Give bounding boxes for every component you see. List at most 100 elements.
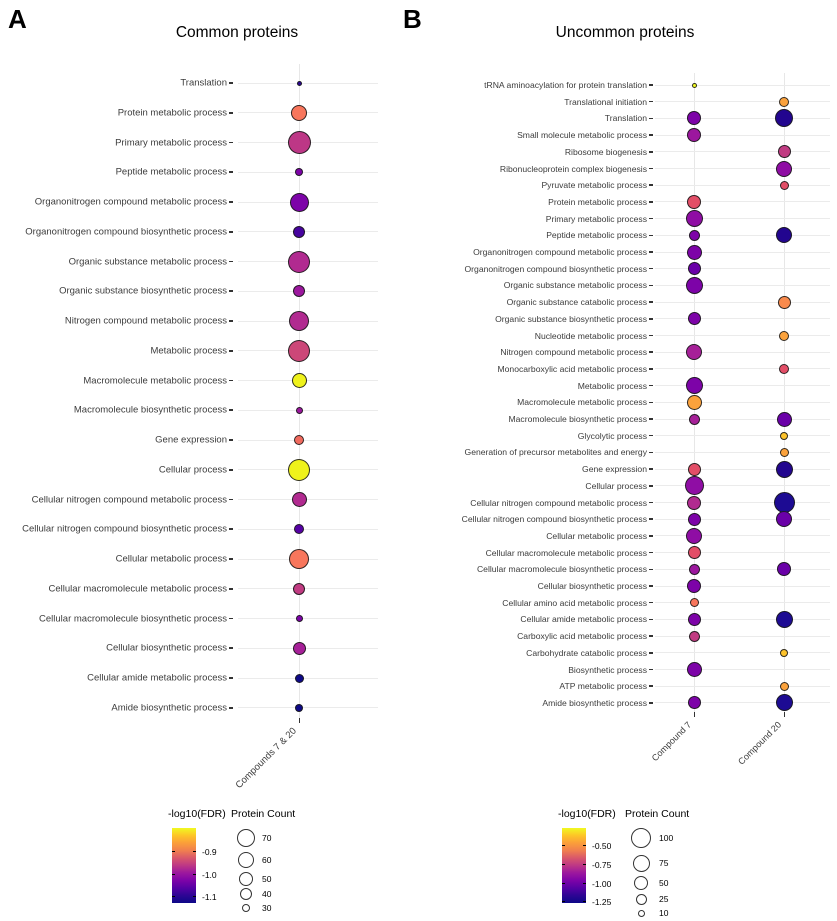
- data-point: [687, 612, 701, 626]
- data-point: [776, 511, 792, 528]
- go-term-label: Primary metabolic process: [545, 213, 647, 224]
- go-term-label: Nucleotide metabolic process: [534, 330, 647, 341]
- size-legend-circle: [637, 909, 645, 917]
- data-point: [776, 227, 792, 244]
- y-axis-tick: [649, 702, 653, 704]
- x-axis-tick: [693, 712, 695, 717]
- row-gridline: [655, 401, 830, 403]
- size-legend-value: 50: [262, 874, 272, 884]
- data-point: [686, 344, 702, 361]
- y-axis-tick: [649, 485, 653, 487]
- y-axis-tick: [649, 351, 653, 353]
- data-point: [777, 145, 791, 159]
- row-gridline: [238, 618, 378, 619]
- data-point: [780, 648, 788, 657]
- data-point: [777, 562, 791, 577]
- data-point: [775, 610, 793, 628]
- go-term-label: Amide biosynthetic process: [111, 702, 227, 714]
- row-gridline: [238, 171, 378, 173]
- y-axis-tick: [649, 635, 653, 637]
- row-gridline: [655, 535, 830, 537]
- colorbar-tick: [172, 874, 175, 875]
- column-gridline: [783, 73, 785, 712]
- row-gridline: [238, 82, 378, 84]
- data-point: [293, 582, 305, 595]
- y-axis-tick: [649, 184, 653, 186]
- y-axis-tick: [229, 439, 233, 441]
- row-gridline: [655, 234, 830, 236]
- size-legend-circle: [238, 852, 254, 868]
- row-gridline: [655, 335, 830, 336]
- size-legend-circle: [635, 893, 647, 905]
- row-gridline: [238, 588, 378, 590]
- colorbar: [562, 828, 586, 903]
- data-point: [687, 579, 701, 593]
- go-term-label: Protein metabolic process: [548, 196, 647, 207]
- y-axis-tick: [649, 685, 653, 687]
- data-point: [687, 495, 701, 510]
- go-term-label: Organic substance metabolic process: [68, 256, 227, 267]
- data-point: [779, 180, 789, 190]
- y-axis-tick: [229, 587, 233, 590]
- row-gridline: [655, 84, 830, 86]
- row-gridline: [238, 499, 378, 500]
- go-term-label: Cellular nitrogen compound biosynthetic …: [461, 514, 647, 525]
- go-term-label: Organic substance biosynthetic process: [59, 285, 227, 297]
- row-gridline: [655, 702, 830, 704]
- go-term-label: Ribonucleoprotein complex biogenesis: [499, 163, 647, 174]
- y-axis-tick: [649, 267, 653, 270]
- y-axis-tick: [229, 82, 233, 84]
- row-gridline: [655, 301, 830, 303]
- go-term-label: Small molecule metabolic process: [517, 130, 647, 141]
- y-axis-tick: [229, 677, 233, 679]
- go-term-label: Organic substance metabolic process: [503, 280, 647, 291]
- go-term-label: Carboxylic acid metabolic process: [517, 631, 647, 642]
- y-axis-tick: [229, 498, 233, 501]
- size-legend-circle: [634, 876, 648, 890]
- go-term-label: Pyruvate metabolic process: [541, 180, 647, 191]
- colorbar-tick-label: -0.75: [592, 859, 612, 870]
- data-point: [293, 285, 305, 298]
- panel-b-label: B: [403, 4, 422, 34]
- row-gridline: [655, 435, 830, 437]
- row-gridline: [655, 117, 830, 119]
- go-term-label: Organonitrogen compound metabolic proces…: [473, 247, 647, 257]
- go-term-label: Glycolytic process: [577, 430, 647, 441]
- data-point: [294, 673, 304, 683]
- go-term-label: Gene expression: [582, 464, 647, 475]
- row-gridline: [655, 502, 830, 503]
- data-point: [291, 104, 307, 121]
- size-legend-value: 30: [262, 903, 272, 913]
- data-point: [288, 250, 310, 273]
- y-axis-tick: [649, 551, 653, 554]
- y-axis-tick: [649, 334, 653, 337]
- y-axis-tick: [229, 349, 233, 352]
- row-gridline: [655, 552, 830, 554]
- panel-a-label: A: [8, 4, 27, 34]
- data-point: [288, 458, 310, 481]
- size-legend-circle: [237, 829, 255, 847]
- size-legend-circle: [240, 888, 252, 900]
- go-term-label: Primary metabolic process: [115, 137, 227, 148]
- y-axis-tick: [229, 617, 233, 620]
- go-term-label: ATP metabolic process: [559, 681, 647, 692]
- y-axis-tick: [649, 84, 653, 86]
- data-point: [686, 527, 702, 544]
- y-axis-tick: [649, 401, 653, 404]
- y-axis-tick: [649, 284, 653, 287]
- colorbar-tick: [193, 874, 196, 875]
- colorbar: [172, 828, 196, 903]
- colorbar-tick: [562, 845, 565, 846]
- data-point: [291, 373, 307, 388]
- colorbar-tick: [193, 851, 196, 852]
- go-term-label: Organic substance biosynthetic process: [495, 313, 647, 324]
- data-point: [293, 225, 305, 238]
- colorbar-tick: [583, 883, 586, 884]
- panel-a-colorbar-title: -log10(FDR): [168, 808, 226, 820]
- size-legend-value: 50: [659, 878, 669, 888]
- y-axis-tick: [649, 151, 653, 153]
- go-term-label: Macromolecule metabolic process: [83, 375, 227, 386]
- size-legend-value: 100: [659, 833, 674, 843]
- colorbar-tick-label: -0.50: [592, 840, 612, 851]
- panel-a-size-legend-title: Protein Count: [231, 808, 296, 820]
